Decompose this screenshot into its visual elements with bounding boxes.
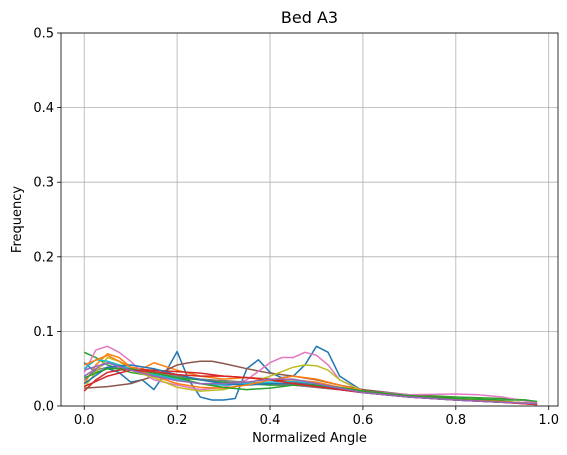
plot-frame [60, 32, 559, 407]
x-axis-ticks: 0.0 0.2 0.4 0.6 0.8 1.0 [74, 406, 559, 428]
y-tick-label: 0.4 [33, 101, 54, 116]
plot-area [61, 33, 558, 406]
data-series [83, 345, 538, 406]
x-tick-label: 0.0 [74, 413, 95, 428]
series-line-15 [83, 361, 538, 405]
y-tick-label: 0.3 [33, 176, 54, 191]
x-tick-label: 0.8 [445, 413, 466, 428]
y-tick-label: 0.5 [33, 27, 54, 42]
chart-title: Bed A3 [281, 8, 338, 27]
grid-lines [61, 32, 558, 407]
y-tick-label: 0.0 [33, 400, 54, 415]
x-tick-label: 1.0 [538, 413, 559, 428]
y-tick-label: 0.1 [33, 325, 54, 340]
x-tick-label: 0.6 [353, 413, 374, 428]
series-line-13 [83, 367, 538, 403]
y-tick-label: 0.2 [33, 250, 54, 265]
x-tick-label: 0.2 [167, 413, 188, 428]
series-line-7 [83, 345, 538, 404]
x-tick-label: 0.4 [260, 413, 281, 428]
y-axis-ticks: 0.0 0.1 0.2 0.3 0.4 0.5 [33, 27, 61, 415]
y-axis-label: Frequency [10, 186, 25, 253]
x-axis-label: Normalized Angle [252, 431, 367, 446]
